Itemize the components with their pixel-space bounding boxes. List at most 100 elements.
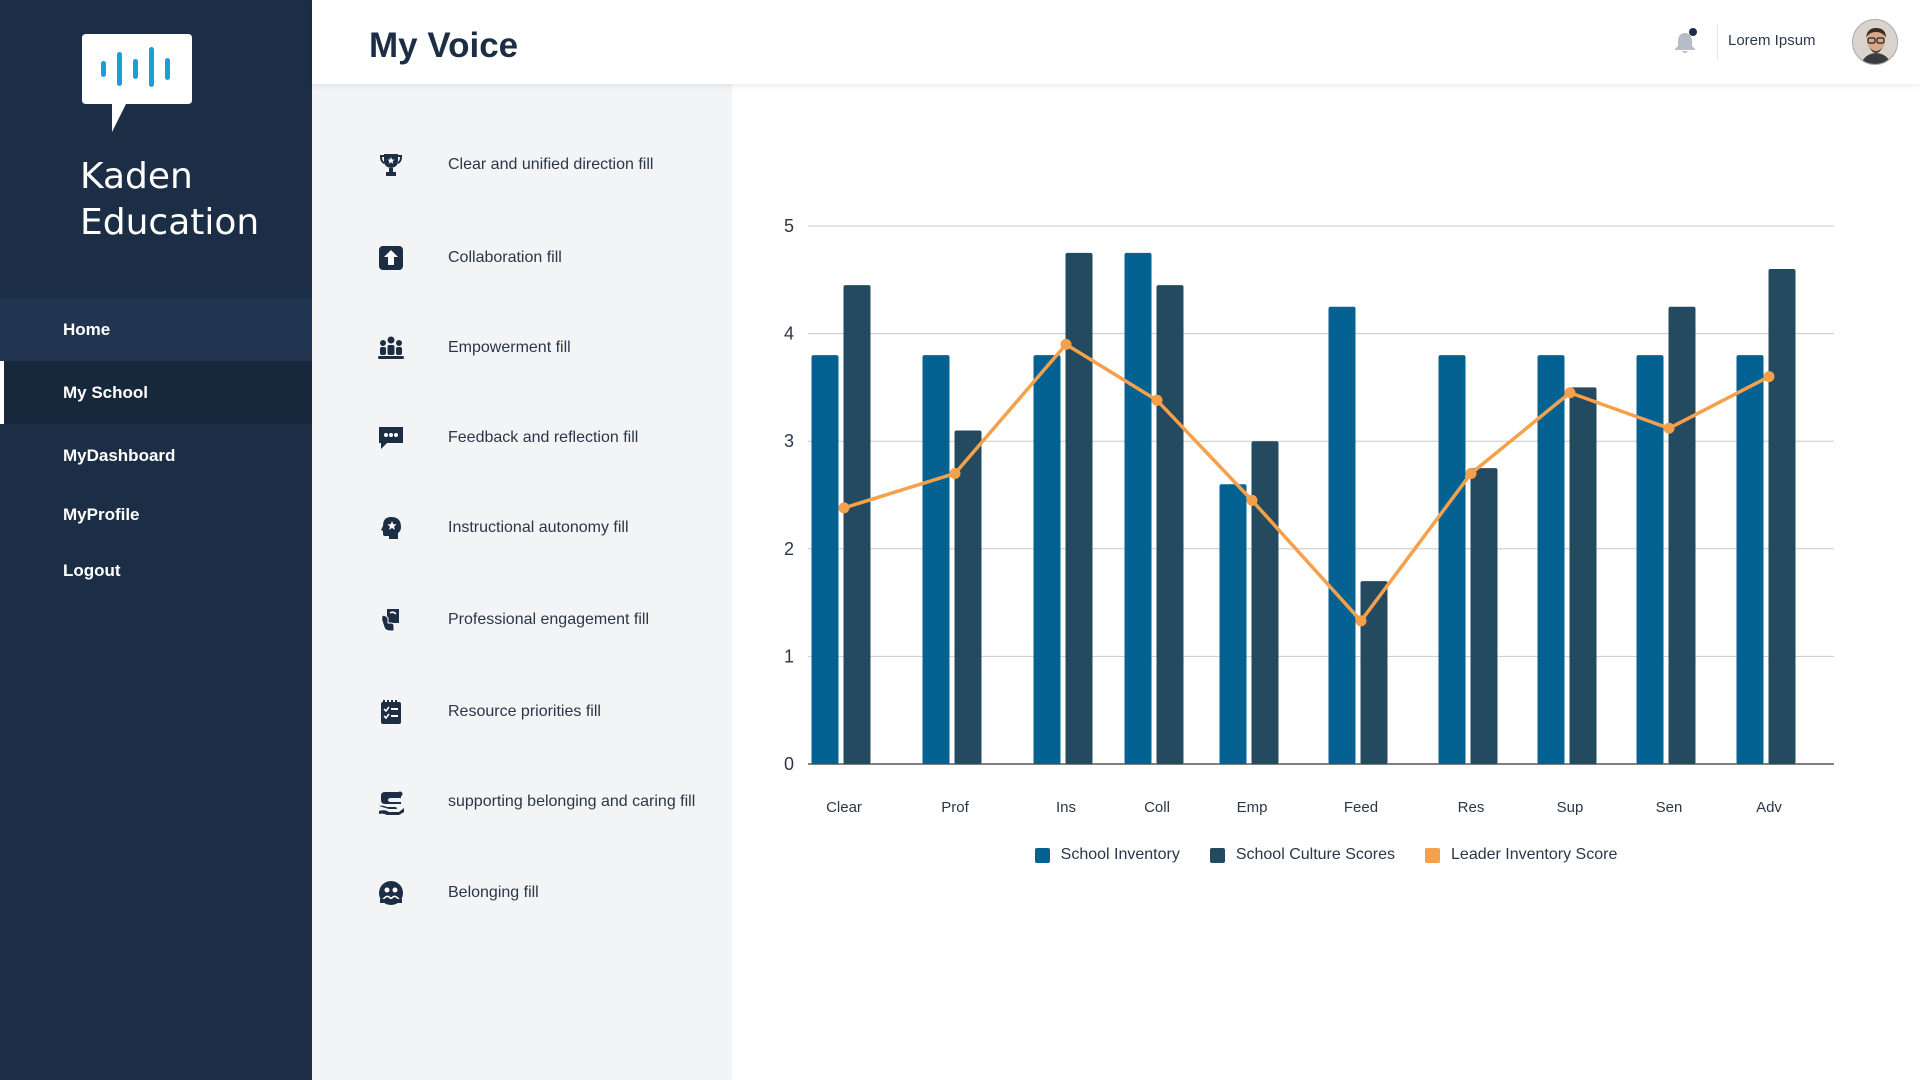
point-leader-inventory [949, 467, 961, 479]
notification-bell-icon[interactable] [1672, 28, 1698, 56]
y-tick-label: 5 [784, 216, 794, 236]
x-tick-label: Emp [1237, 799, 1268, 816]
checklist-icon [376, 697, 406, 727]
category-label: Clear and unified direction fill [448, 156, 654, 173]
point-leader-inventory [1355, 615, 1367, 627]
header-divider [1717, 24, 1718, 60]
category-label: Collaboration fill [448, 249, 562, 266]
legend-label: Leader Inventory Score [1451, 846, 1618, 863]
bar-school-culture [1251, 441, 1279, 764]
upload-box-icon [376, 243, 406, 273]
combo-chart: 0 1 2 3 4 5 Clear Prof Ins Coll Emp Feed Res Sup Sen Ad… [784, 216, 1834, 816]
x-tick-label: Res [1458, 799, 1485, 816]
nav-item-myprofile[interactable]: MyProfile [63, 505, 140, 524]
avatar[interactable] [1852, 19, 1898, 65]
x-tick-label: Sup [1557, 799, 1584, 816]
bar-school-culture [843, 285, 871, 764]
legend-swatch [1209, 847, 1225, 863]
x-tick-label: Clear [826, 799, 862, 816]
head-star-icon [376, 513, 406, 543]
legend-label: School Inventory [1060, 846, 1180, 863]
legend-item[interactable]: School Inventory [1034, 846, 1180, 864]
y-tick-label: 1 [784, 646, 794, 666]
category-label: supporting belonging and caring fill [448, 793, 696, 810]
x-tick-label: Coll [1144, 799, 1170, 816]
logo-icon [82, 34, 192, 132]
bar-school-inventory [1033, 355, 1061, 764]
bar-school-inventory [1438, 355, 1466, 764]
category-label: Belonging fill [448, 884, 539, 901]
trophy-icon [376, 150, 406, 180]
category-item[interactable]: Instructional autonomy fill [376, 508, 629, 548]
username[interactable]: Lorem Ipsum [1728, 32, 1816, 49]
bar-school-culture [1360, 581, 1388, 764]
people-circle-icon [376, 878, 406, 908]
category-panel: Clear and unified direction fill Collabo… [312, 84, 732, 1080]
x-tick-label: Sen [1656, 799, 1683, 816]
x-tick-label: Prof [941, 799, 969, 816]
legend-item[interactable]: School Culture Scores [1209, 846, 1396, 864]
category-label: Empowerment fill [448, 339, 571, 356]
category-label: Resource priorities fill [448, 703, 601, 720]
x-tick-label: Ins [1056, 799, 1076, 816]
y-tick-label: 0 [784, 754, 794, 774]
nav-item-logout[interactable]: Logout [63, 561, 121, 580]
y-tick-label: 2 [784, 539, 794, 559]
point-leader-inventory [1564, 387, 1576, 399]
page-title: My Voice [369, 26, 519, 65]
bar-school-culture [1569, 387, 1597, 764]
category-item[interactable]: Professional engagement fill [376, 600, 649, 640]
point-leader-inventory [838, 502, 850, 514]
top-header: My Voice Lorem Ipsum [312, 0, 1920, 84]
nav-item-my-school[interactable]: My School [0, 361, 312, 424]
bar-school-culture [954, 430, 982, 764]
bar-school-culture [1470, 468, 1498, 764]
bar-school-inventory [1736, 355, 1764, 764]
point-leader-inventory [1060, 338, 1072, 350]
category-label: Instructional autonomy fill [448, 519, 629, 536]
category-item[interactable]: Collaboration fill [376, 238, 562, 278]
nav-item-mydashboard[interactable]: MyDashboard [63, 445, 176, 465]
bar-school-inventory [1537, 355, 1565, 764]
category-item[interactable]: Resource priorities fill [376, 692, 601, 732]
bar-school-culture [1156, 285, 1184, 764]
x-tick-label: Adv [1756, 799, 1782, 816]
legend-swatch [1034, 847, 1050, 863]
y-tick-label: 3 [784, 431, 794, 451]
point-leader-inventory [1151, 394, 1163, 406]
category-item[interactable]: Feedback and reflection fill [376, 418, 638, 458]
point-leader-inventory [1763, 371, 1775, 383]
chart-legend: School Inventory School Culture Scores L… [732, 846, 1920, 864]
bar-school-inventory [1219, 484, 1247, 764]
category-item[interactable]: Belonging fill [376, 873, 539, 913]
point-leader-inventory [1246, 494, 1258, 506]
legend-item[interactable]: Leader Inventory Score [1425, 846, 1617, 864]
chat-bubble-icon [376, 423, 406, 453]
group-icon [376, 333, 406, 363]
x-tick-label: Feed [1344, 799, 1378, 816]
point-leader-inventory [1465, 467, 1477, 479]
line-leader-inventory [843, 342, 1770, 623]
bar-school-inventory [922, 355, 950, 764]
sidebar: Kaden Education Home My School MyDashboa… [0, 0, 312, 1080]
nav-menu: Home My School MyDashboard MyProfile Log… [0, 298, 312, 599]
hand-care-icon [376, 787, 406, 817]
category-item[interactable]: Empowerment fill [376, 328, 571, 368]
bar-school-inventory [1636, 355, 1664, 764]
legend-swatch [1425, 847, 1441, 863]
brand-line-1: Kaden [80, 156, 193, 197]
y-tick-label: 4 [784, 324, 794, 344]
bar-school-inventory [1124, 252, 1152, 764]
category-label: Professional engagement fill [448, 611, 650, 628]
bar-school-inventory [1328, 306, 1356, 764]
bar-school-culture [1668, 306, 1696, 764]
category-label: Feedback and reflection fill [448, 429, 639, 446]
notification-dot [1689, 28, 1697, 36]
bar-school-culture [1065, 252, 1093, 764]
category-item[interactable]: supporting belonging and caring fill [376, 782, 695, 822]
nav-item-home[interactable]: Home [0, 298, 312, 361]
brand-name: Kaden Education [80, 154, 300, 246]
bar-school-culture [1768, 269, 1796, 764]
legend-label: School Culture Scores [1235, 846, 1396, 863]
category-item[interactable]: Clear and unified direction fill [376, 145, 653, 185]
